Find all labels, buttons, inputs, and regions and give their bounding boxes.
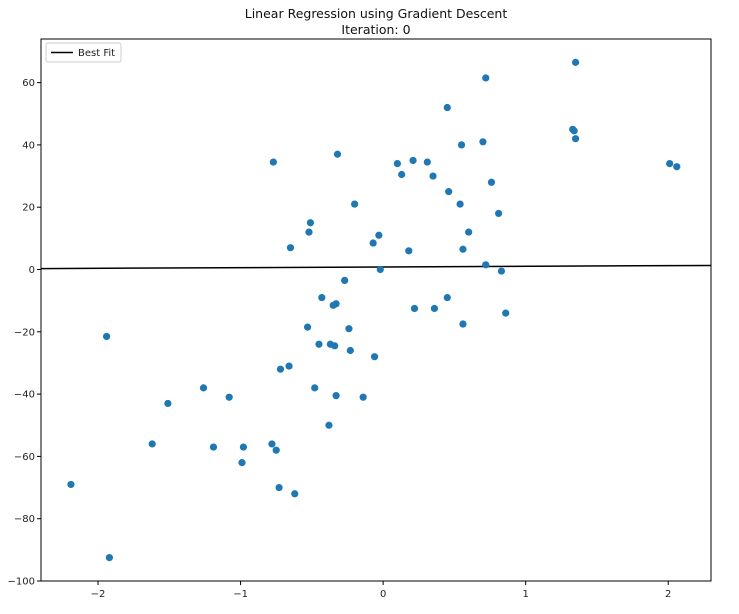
scatter-point [445,188,453,196]
scatter-point [285,362,293,370]
legend-label-best-fit: Best Fit [78,48,115,59]
y-tick-label: −40 [14,390,35,401]
chart-title: Linear Regression using Gradient Descent [245,6,508,21]
y-tick-label: −60 [14,452,35,463]
scatter-point [376,265,384,274]
scatter-point [482,261,490,269]
scatter-point [286,244,295,252]
scatter-point [457,141,466,149]
scatter-point [370,353,379,361]
scatter-point [305,228,313,236]
x-axis-ticks: −2 −1 0 1 2 [91,581,671,600]
scatter-point [430,304,439,313]
chart-subtitle: Iteration: 0 [341,22,410,37]
scatter-point [410,304,419,313]
scatter-point [443,103,451,112]
scatter-point [456,200,464,208]
scatter-point [443,293,451,302]
scatter-point [487,178,496,186]
scatter-point [479,138,487,146]
y-tick-label: 60 [22,78,35,89]
x-tick-label: 2 [665,589,671,600]
scatter-point [209,443,218,451]
legend-box [45,42,122,63]
scatter-point [459,320,467,328]
legend: Best Fit [45,42,122,63]
data-points [67,58,681,562]
scatter-point [673,163,681,171]
y-tick-label: 20 [22,203,35,214]
scatter-point [571,135,580,143]
best-fit-line [40,264,712,270]
scatter-point [465,228,473,236]
scatter-point [315,340,323,348]
scatter-point [666,159,674,168]
scatter-point [148,440,156,448]
scatter-point [345,325,353,333]
scatter-point [306,219,315,227]
scatter-point [275,483,283,492]
scatter-point [268,440,276,448]
scatter-point [303,323,312,331]
scatter-point [497,267,506,275]
y-tick-label: −100 [8,577,35,588]
scatter-point [102,332,111,341]
scatter-point [429,172,437,180]
scatter-point [351,200,359,208]
scatter-point [329,301,337,309]
scatter-point [276,365,285,373]
scatter-point [570,127,578,135]
scatter-point [269,158,277,166]
plot-area [40,38,712,582]
y-tick-label: −80 [14,514,35,525]
scatter-point [332,392,340,400]
x-tick-label: 0 [380,589,386,600]
y-tick-label: 0 [29,265,35,276]
scatter-point [571,58,580,66]
scatter-point [459,245,467,253]
scatter-point [341,276,349,285]
scatter-point [375,231,383,239]
scatter-point [225,393,233,401]
scatter-point [239,443,248,451]
x-tick-label: −1 [233,589,248,600]
y-tick-label: −20 [14,327,35,338]
scatter-point [311,384,319,392]
scatter-point [199,384,208,392]
axes-frame [40,38,712,582]
scatter-point [494,209,503,218]
scatter-point [67,480,75,489]
best-fit-layer [40,264,712,270]
scatter-point [482,74,490,82]
scatter-point [409,156,417,165]
scatter-point [325,421,333,429]
x-tick-label: −2 [91,589,106,600]
scatter-point [502,309,510,317]
scatter-point [405,247,413,255]
scatter-point [291,490,299,498]
y-axis-ticks: −100 −80 −60 −40 −20 0 20 40 60 [8,78,41,588]
scatter-point [331,342,339,350]
scatter-point [346,346,354,355]
scatter-point [423,158,431,166]
scatter-point [369,239,377,247]
scatter-point [272,446,280,454]
scatter-point [359,393,367,401]
scatter-point [238,459,246,467]
scatter-point [333,150,342,158]
scatter-point [398,170,406,179]
y-tick-label: 40 [22,140,35,151]
scatter-point [318,293,326,302]
x-tick-label: 1 [522,589,528,600]
scatter-point [105,554,114,562]
scatter-point [164,399,172,408]
scatter-point [393,159,401,168]
